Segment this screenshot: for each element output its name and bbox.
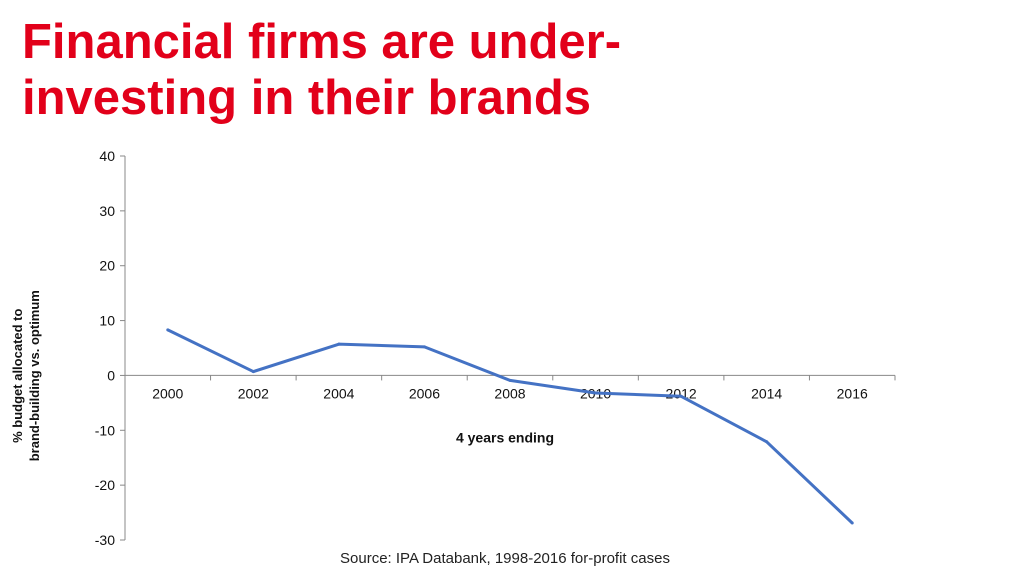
data-point <box>251 370 255 374</box>
data-point <box>337 342 341 346</box>
data-point <box>850 521 854 525</box>
y-tick-label: -20 <box>95 477 115 493</box>
source-note: Source: IPA Databank, 1998-2016 for-prof… <box>340 550 670 567</box>
title-line-1: Financial firms are under- <box>22 15 622 69</box>
x-tick-label: 2006 <box>409 385 440 401</box>
y-axis-label: brand-building vs. optimum <box>27 290 42 461</box>
y-tick-label: 40 <box>99 148 115 164</box>
x-tick-label: 2016 <box>837 385 868 401</box>
slide-title: Financial firms are under-investing in t… <box>22 14 621 126</box>
series-line <box>167 328 854 525</box>
x-tick-label: 2008 <box>494 385 525 401</box>
data-point <box>594 391 598 395</box>
data-point <box>765 440 769 444</box>
data-point <box>679 394 683 398</box>
y-tick-label: -30 <box>95 532 115 548</box>
y-tick-label: 10 <box>99 313 115 329</box>
y-axis-label: % budget allocated to <box>10 308 25 442</box>
x-tick-label: 2004 <box>323 385 354 401</box>
y-tick-label: -10 <box>95 422 115 438</box>
y-tick-label: 0 <box>107 367 115 383</box>
y-tick-label: 20 <box>99 258 115 274</box>
x-tick-label: 2002 <box>238 385 269 401</box>
y-tick-label: 30 <box>99 203 115 219</box>
x-axis-label: 4 years ending <box>456 429 554 445</box>
title-line-2: investing in their brands <box>22 71 592 125</box>
x-tick-label: 2000 <box>152 385 183 401</box>
x-tick-label: 2014 <box>751 385 782 401</box>
data-point <box>422 345 426 349</box>
data-point <box>166 328 170 332</box>
data-point <box>508 378 512 382</box>
x-tick-label: 2012 <box>666 385 697 401</box>
